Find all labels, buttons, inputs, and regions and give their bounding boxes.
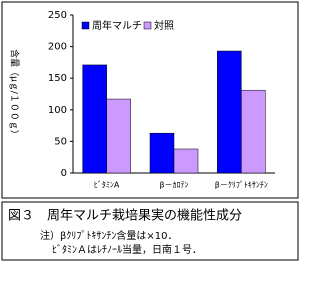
legend-label: 対照 bbox=[154, 19, 174, 32]
y-tick-label: 100 bbox=[48, 105, 67, 116]
x-tick-label: β－ｶﾛﾃﾝ bbox=[159, 181, 188, 190]
page: 含量（μｇ/１００ｇ） 図３ 周年マルチ栽培果実の機能性成分 注）βｸﾘﾌﾟﾄｷ… bbox=[1, 1, 299, 261]
legend-swatch bbox=[81, 21, 90, 30]
x-tick-label: ﾋﾞﾀﾐﾝA bbox=[94, 181, 120, 190]
y-tick-label: 50 bbox=[54, 136, 67, 147]
y-tick-label: 150 bbox=[48, 73, 67, 84]
bar bbox=[241, 89, 266, 174]
bar bbox=[217, 50, 242, 174]
caption-frame bbox=[1, 201, 299, 261]
legend-swatch bbox=[143, 21, 152, 30]
caption-note: ﾋﾞﾀﾐﾝＡはﾚﾁﾉｰﾙ当量，日南１号． bbox=[52, 243, 202, 256]
y-tick-label: 0 bbox=[61, 168, 67, 179]
legend-label: 周年マルチ bbox=[92, 19, 142, 32]
x-tick-label: β－ｸﾘﾌﾟﾄｷｻﾝﾁﾝ bbox=[215, 181, 268, 190]
bar bbox=[106, 98, 131, 174]
bar bbox=[173, 148, 199, 174]
chart-frame bbox=[1, 1, 299, 199]
y-tick-label: 250 bbox=[48, 10, 67, 21]
bar bbox=[82, 64, 107, 174]
caption-title: 図３ 周年マルチ栽培果実の機能性成分 bbox=[8, 208, 242, 224]
y-axis-label: 含量（μｇ/１００ｇ） bbox=[9, 49, 21, 139]
chart: 含量（μｇ/１００ｇ） 図３ 周年マルチ栽培果実の機能性成分 注）βｸﾘﾌﾟﾄｷ… bbox=[1, 1, 299, 261]
y-tick-label: 200 bbox=[48, 42, 67, 53]
bar bbox=[149, 132, 175, 174]
caption-note: 注）βｸﾘﾌﾟﾄｷｻﾝﾁﾝ含量は×10． bbox=[40, 229, 178, 242]
